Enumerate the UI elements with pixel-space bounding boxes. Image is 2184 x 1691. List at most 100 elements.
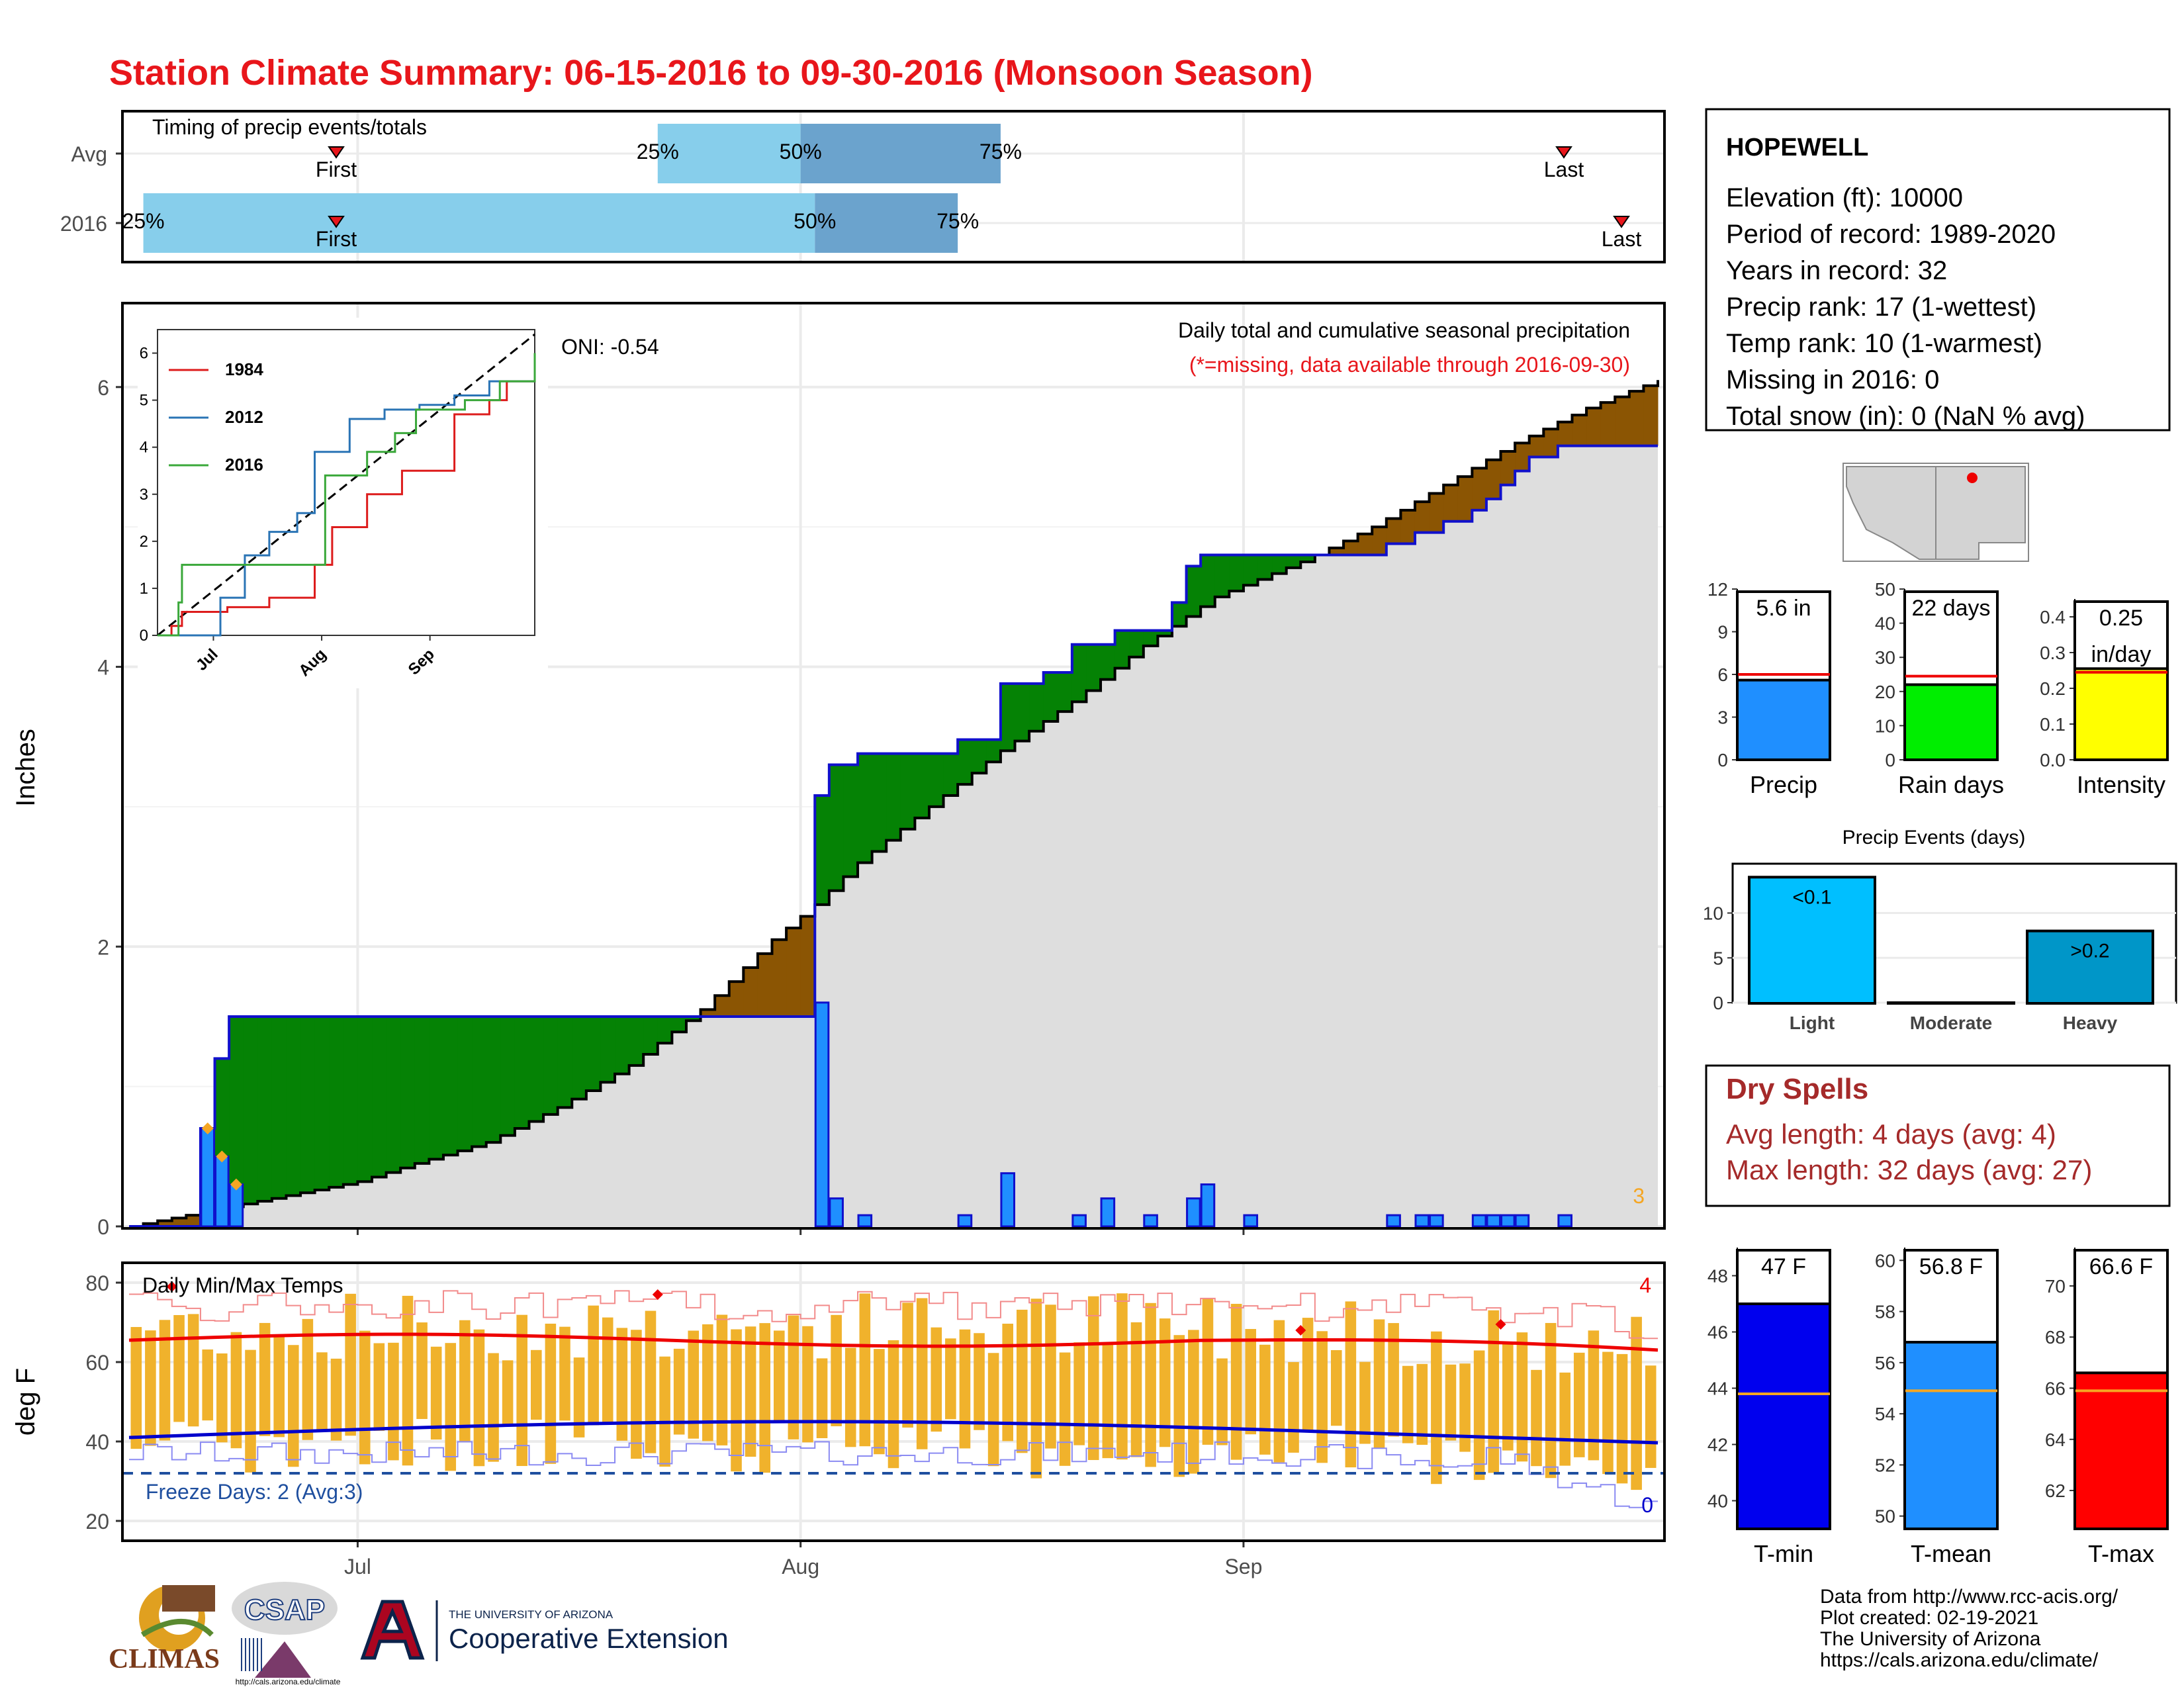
daily-precip-bar: [1143, 1214, 1158, 1228]
deficit-area: [1443, 484, 1459, 522]
station-info-line: Temp rank: 10 (1-warmest): [1726, 329, 2042, 358]
daily-precip-bar: [957, 1214, 973, 1228]
surplus-area: [943, 753, 958, 796]
surplus-area: [1071, 644, 1087, 702]
daily-temp-bar: [1202, 1299, 1214, 1445]
daily-precip-bar: [1100, 1197, 1116, 1228]
daily-precip-bar: [1000, 1172, 1016, 1228]
temp-min-stat-ytick-label: 42: [1707, 1435, 1728, 1455]
figure-title: Station Climate Summary: 06-15-2016 to 0…: [109, 53, 1313, 93]
surplus-area: [1101, 644, 1116, 680]
deficit-area: [1615, 396, 1630, 446]
temp-max-stat-ytick-label: 70: [2045, 1276, 2066, 1297]
daily-temp-bar: [1602, 1351, 1614, 1475]
inset-ytick-label: 3: [140, 486, 148, 504]
daily-temp-bar: [1102, 1342, 1114, 1459]
deficit-area: [786, 928, 801, 1017]
daily-temp-bar: [1173, 1335, 1185, 1477]
surplus-area: [1272, 555, 1287, 574]
precip-stat-ytick-label: 6: [1717, 664, 1728, 685]
precip-stat-label: Precip: [1750, 771, 1817, 798]
surplus-area: [1229, 555, 1244, 592]
deficit-area: [1457, 477, 1473, 522]
daily-temp-bar: [688, 1330, 700, 1439]
raindays-stat-label: Rain days: [1898, 771, 2004, 798]
daily-temp-bar: [330, 1358, 342, 1441]
daily-temp-bar: [844, 1348, 856, 1447]
intensity-stat-ytick-label: 0.1: [2040, 714, 2066, 735]
daily-temp-bar: [816, 1358, 828, 1438]
temp-max-stat-ytick-label: 68: [2045, 1327, 2066, 1348]
timing-panel-border: [121, 110, 1666, 263]
surplus-area: [486, 1016, 501, 1143]
first-label: First: [316, 158, 357, 181]
raindays-stat-ytick-label: 30: [1875, 647, 1895, 668]
surplus-area: [1300, 555, 1316, 563]
inset-series-2016: [158, 353, 536, 637]
deficit-area: [743, 967, 758, 1017]
deficit-area: [729, 982, 744, 1017]
surplus-area: [1171, 602, 1187, 627]
first-label: First: [316, 227, 357, 251]
record-high-marker: [652, 1289, 663, 1300]
deficit-area: [1343, 541, 1359, 555]
deficit-area: [1357, 533, 1373, 555]
deficit-area: [1572, 415, 1587, 446]
temp-mean-stat-ytick-label: 58: [1875, 1302, 1895, 1322]
temp-panel-label: Daily Min/Max Temps: [142, 1273, 343, 1297]
surplus-area: [329, 1016, 344, 1187]
daily-temp-bar: [1631, 1316, 1642, 1490]
daily-temp-bar: [459, 1320, 471, 1443]
deficit-area: [1329, 547, 1344, 555]
events-ytick-label: 0: [1713, 993, 1723, 1013]
first-marker: [328, 146, 345, 159]
climas-mesa: [162, 1585, 215, 1612]
daily-temp-bar: [902, 1303, 913, 1428]
daily-temp-bar: [931, 1327, 942, 1432]
daily-temp-bar: [1431, 1331, 1442, 1485]
surplus-area: [1257, 555, 1273, 580]
daily-temp-bar: [202, 1349, 214, 1421]
daily-temp-bar: [273, 1337, 285, 1438]
deficit-area: [1643, 385, 1659, 446]
daily-temp-bar: [416, 1322, 428, 1420]
deficit-area: [1586, 408, 1602, 446]
csap-wordmark: CSAP: [244, 1594, 325, 1626]
timing-row-label: 2016: [60, 212, 107, 236]
surplus-area: [557, 1016, 572, 1108]
deficit-area: [757, 953, 772, 1017]
intensity-stat-ytick-label: 0.3: [2040, 643, 2066, 663]
deficit-area: [1400, 510, 1416, 544]
daily-temp-bar: [145, 1330, 156, 1446]
footer-line: https://cals.arizona.edu/climate/: [1820, 1649, 2099, 1671]
dry-spells-avg: Avg length: 4 days (avg: 4): [1726, 1119, 2056, 1150]
daily-temp-bar: [1345, 1301, 1357, 1468]
daily-temp-bar: [759, 1323, 770, 1473]
raindays-stat-bar: [1903, 683, 1999, 761]
station-info-line: Total snow (in): 0 (NaN % avg): [1726, 402, 2085, 431]
deficit-area: [143, 1223, 158, 1226]
raindays-stat-ytick-label: 50: [1875, 579, 1895, 600]
daily-temp-bar: [1416, 1363, 1428, 1445]
temp-min-stat-bar: [1736, 1303, 1831, 1530]
events-xtick-label: Heavy: [2063, 1013, 2118, 1033]
surplus-area: [443, 1016, 459, 1156]
daily-temp-bar: [1330, 1349, 1342, 1426]
surplus-area: [1043, 672, 1058, 721]
daily-temp-bar: [302, 1318, 314, 1440]
inset-legend-label: 2016: [225, 455, 263, 475]
record-high-marker: [166, 1281, 177, 1292]
deficit-area: [1386, 518, 1401, 544]
surplus-area: [529, 1016, 544, 1122]
temp-max-stat-title: 66.6 F: [2089, 1254, 2153, 1279]
daily-precip-bar: [1071, 1214, 1087, 1228]
intensity-stat-label: Intensity: [2077, 771, 2165, 798]
first-marker: [328, 216, 345, 228]
daily-temp-bar: [1388, 1323, 1399, 1437]
daily-temp-bar: [1073, 1342, 1085, 1445]
surplus-area: [686, 1016, 702, 1021]
daily-temp-bar: [602, 1317, 614, 1423]
daily-precip-bar: [228, 1183, 244, 1228]
events-bar: [1748, 876, 1876, 1005]
